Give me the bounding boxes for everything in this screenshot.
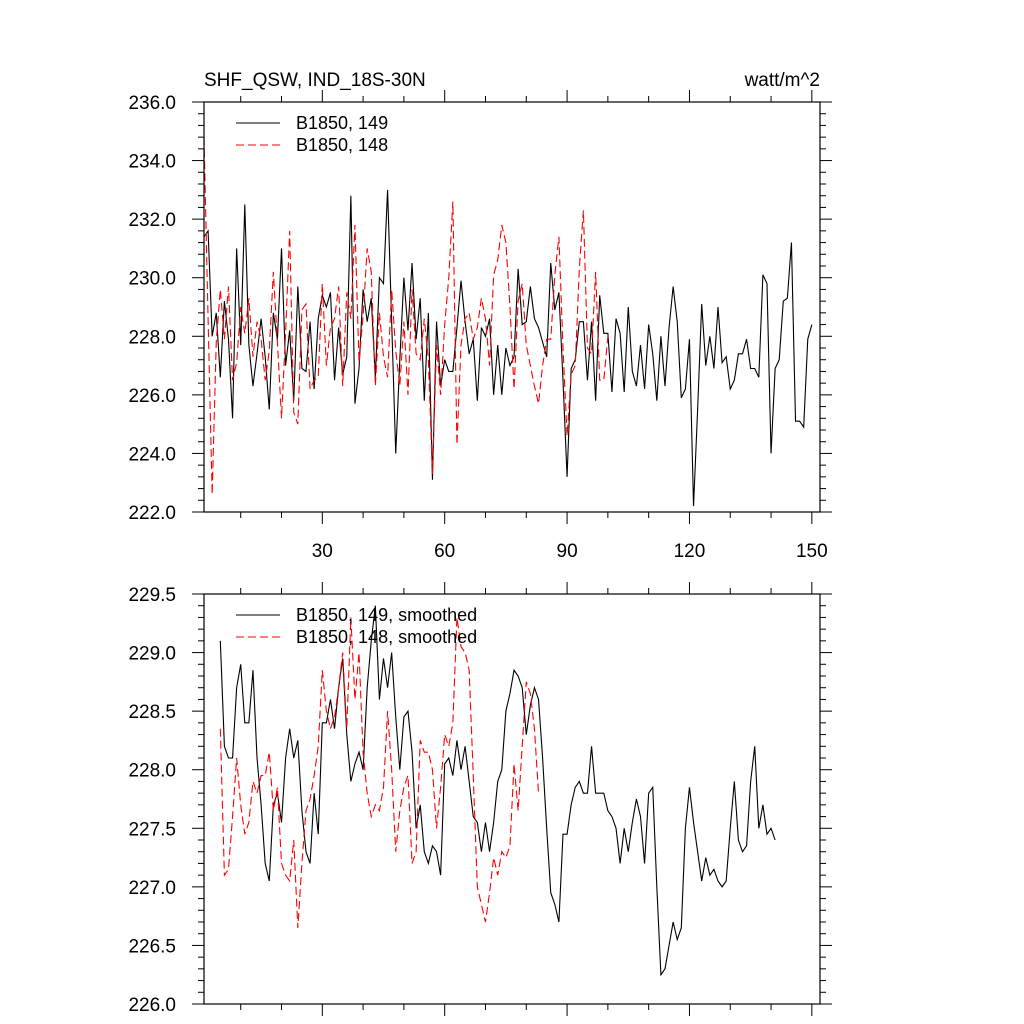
y-tick-label: 229.0 [128,644,176,665]
y-tick-label: 236.0 [128,93,176,114]
x-tick-label: 90 [557,541,578,562]
x-tick-label: 120 [674,541,706,562]
series-line-0 [219,605,776,977]
y-tick-label: 226.5 [128,936,176,957]
y-tick-label: 230.0 [128,269,176,290]
series-lines [203,137,813,507]
series-lines-smoothed [219,605,776,977]
y-tick-label: 226.0 [128,386,176,407]
x-tick-label: 30 [312,541,333,562]
series-line-0 [203,189,813,507]
y-tick-label: 232.0 [128,210,176,231]
y-tick-label: 227.0 [128,878,176,899]
legend-label-1: B1850, 148 [296,135,388,155]
y-tick-label: 228.0 [128,761,176,782]
x-tick-label: 60 [434,541,455,562]
plot-frame [203,101,821,513]
plot-frame-bottom [203,593,821,1005]
series-line-1 [219,617,540,928]
y-tick-label: 224.0 [128,444,176,465]
legend-label-1: B1850, 148, smoothed [296,627,477,647]
bottom-panel: 226.0 226.5 227.0 227.5 228.0 228.5 229.0 229.5… [128,582,832,1016]
axis-ticks: 30 60 90 120 150 222.0 224.0 226.0 228.0 230.0 232… [128,90,832,562]
legend-label-0: B1850, 149, smoothed [296,605,477,625]
legend-label-0: B1850, 149 [296,113,388,133]
units-label: watt/m^2 [744,70,820,91]
y-tick-label: 229.5 [128,585,176,606]
y-tick-label: 234.0 [128,152,176,173]
axis-ticks-bottom: 226.0 226.5 227.0 227.5 228.0 228.5 229.0 229.5 [128,582,832,1016]
y-tick-label: 222.0 [128,503,176,524]
chart-title: SHF_QSW, IND_18S-30N [204,70,426,91]
y-tick-label: 228.5 [128,702,176,723]
x-tick-label: 150 [796,541,828,562]
y-tick-label: 227.5 [128,819,176,840]
top-panel: SHF_QSW, IND_18S-30N watt/m^2 30 60 90 120 1… [128,70,832,562]
y-tick-label: 226.0 [128,995,176,1016]
series-line-1 [203,137,609,495]
y-tick-label: 228.0 [128,327,176,348]
